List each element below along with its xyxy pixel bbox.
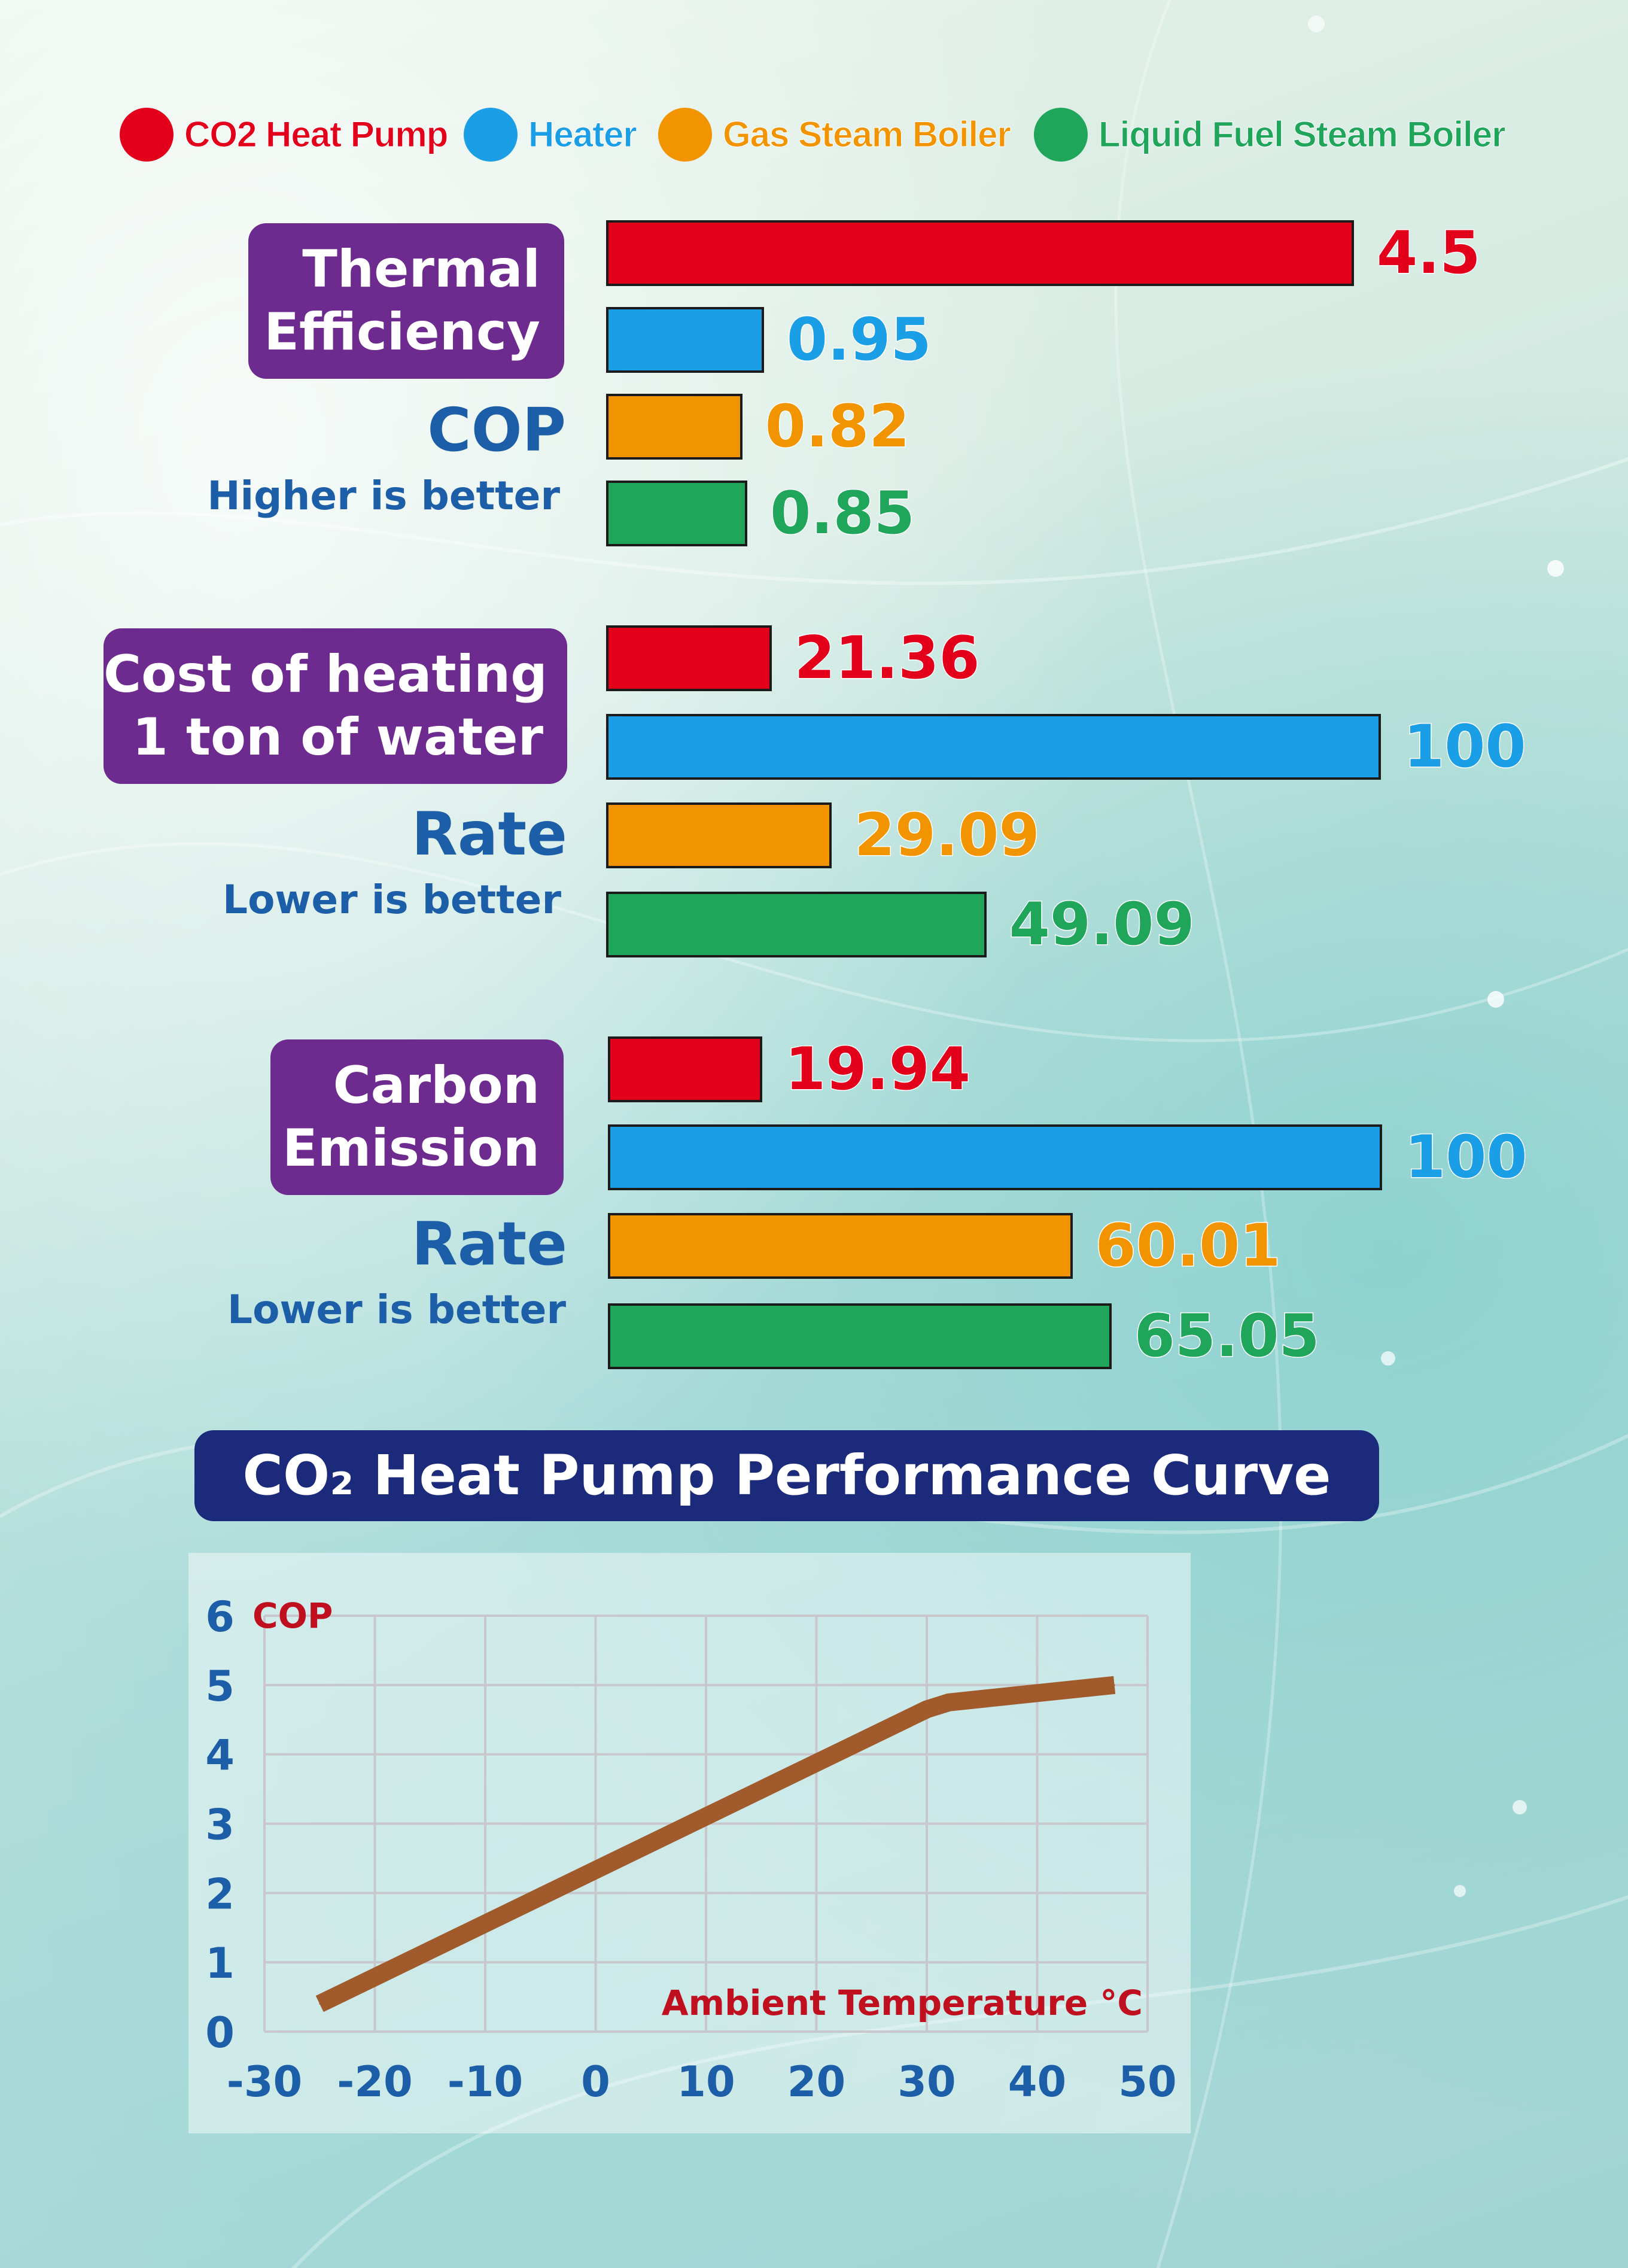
legend-label-gas: Gas Steam Boiler <box>723 114 1012 155</box>
curve-title-banner: CO₂ Heat Pump Performance Curve <box>194 1430 1379 1521</box>
bar-2-heater <box>606 714 1381 780</box>
curve-point <box>1113 1684 1115 1686</box>
bar-1-liquid <box>606 481 748 546</box>
legend-dot-heater <box>464 108 518 162</box>
legend-dot-liquid <box>1034 108 1088 162</box>
metric-name: Rate <box>411 799 567 869</box>
section-label-line: Emission <box>282 1118 540 1178</box>
legend-dot-gas <box>658 108 712 162</box>
legend-dot-co2 <box>120 108 174 162</box>
curve-point <box>319 2003 321 2005</box>
bar-3-heater <box>608 1124 1382 1190</box>
section-label-line: Thermal <box>302 239 540 299</box>
curve-title: CO₂ Heat Pump Performance Curve <box>242 1443 1331 1507</box>
bar-3-co2 <box>608 1036 763 1102</box>
y-tick-label: 3 <box>205 1801 235 1850</box>
y-tick-label: 1 <box>205 1939 235 1988</box>
value-label-2-gas: 29.09 <box>853 801 1040 871</box>
value-label-3-liquid: 65.05 <box>1133 1302 1320 1372</box>
bar-2-gas <box>606 802 832 868</box>
metric-note: Lower is better <box>223 877 561 923</box>
x-tick-label: 40 <box>1008 2057 1066 2106</box>
y-tick-label: 5 <box>205 1662 235 1711</box>
value-label-2-co2: 21.36 <box>793 624 981 694</box>
y-tick-label: 0 <box>205 2008 235 2057</box>
x-tick-label: 20 <box>787 2057 845 2106</box>
legend-label-liquid: Liquid Fuel Steam Boiler <box>1098 114 1505 155</box>
bar-3-liquid <box>608 1303 1112 1369</box>
curve-panel <box>188 1553 1191 2133</box>
x-tick-label: 10 <box>677 2057 735 2106</box>
bar-1-heater <box>606 307 764 373</box>
value-label-3-gas: 60.01 <box>1094 1211 1282 1281</box>
value-label-2-heater: 100 <box>1403 712 1527 782</box>
curve-point <box>926 1708 927 1710</box>
section-label-cost-heating: Cost of heating 1 ton of water <box>104 628 567 784</box>
bar-2-liquid <box>606 892 987 957</box>
section-label-carbon-emission: Carbon Emission <box>270 1039 564 1195</box>
section-label-line: Efficiency <box>264 302 540 362</box>
y-tick-label: 6 <box>205 1592 235 1641</box>
metric-name: COP <box>427 395 566 465</box>
legend-label-heater: Heater <box>528 114 638 155</box>
x-tick-label: 50 <box>1118 2057 1176 2106</box>
metric-note: Lower is better <box>227 1287 566 1333</box>
value-label-3-heater: 100 <box>1404 1123 1529 1193</box>
y-tick-label: 4 <box>205 1731 235 1780</box>
legend-label-co2: CO2 Heat Pump <box>184 114 448 155</box>
section-label-line: Cost of heating <box>104 644 547 704</box>
x-tick-label: 0 <box>581 2057 610 2106</box>
value-label-1-heater: 0.95 <box>786 305 932 375</box>
metric-name: Rate <box>411 1209 567 1279</box>
y-axis-title: COP <box>252 1595 333 1636</box>
value-label-1-liquid: 0.85 <box>769 479 916 549</box>
value-label-2-liquid: 49.09 <box>1008 890 1195 960</box>
x-tick-label: -30 <box>227 2057 302 2106</box>
performance-curve-line <box>315 1676 1116 2012</box>
section-label-thermal-efficiency: Thermal Efficiency <box>248 223 564 379</box>
value-label-1-co2: 4.5 <box>1376 218 1482 288</box>
bar-2-co2 <box>606 625 772 691</box>
metric-note: Higher is better <box>207 473 560 519</box>
bar-1-co2 <box>606 220 1354 286</box>
x-tick-label: -20 <box>337 2057 412 2106</box>
section-label-line: 1 ton of water <box>132 707 543 767</box>
value-label-1-gas: 0.82 <box>764 392 911 462</box>
curve-point <box>948 1701 950 1703</box>
value-label-3-co2: 19.94 <box>784 1035 972 1105</box>
bar-1-gas <box>606 394 743 460</box>
x-axis-title: Ambient Temperature °C <box>662 1983 1143 2023</box>
x-tick-label: 30 <box>897 2057 956 2106</box>
x-tick-label: -10 <box>448 2057 523 2106</box>
section-label-line: Carbon <box>333 1056 540 1115</box>
y-tick-label: 2 <box>205 1869 235 1919</box>
bar-3-gas <box>608 1213 1073 1279</box>
